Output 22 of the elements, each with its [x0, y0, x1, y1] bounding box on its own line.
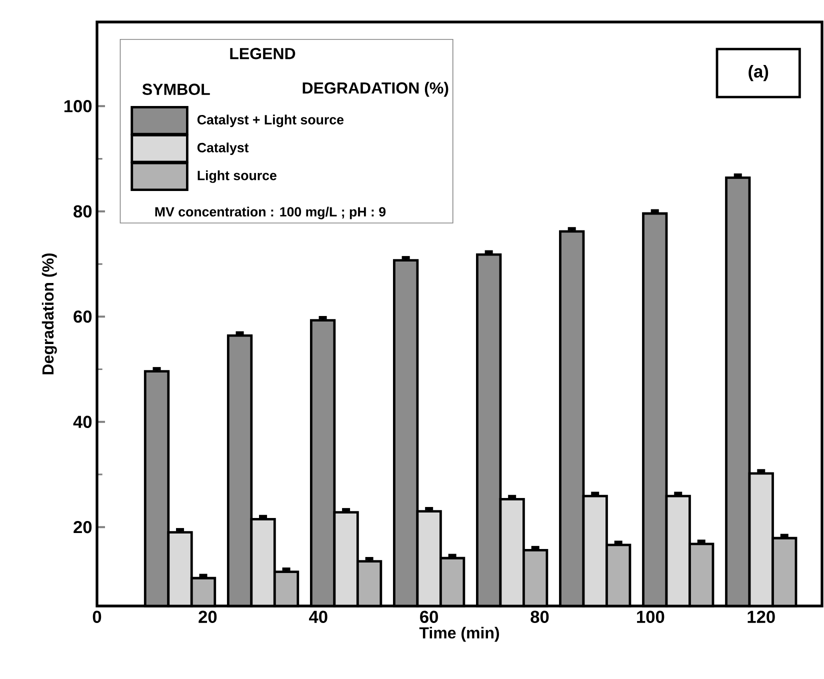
x-tick-label: 40 [309, 610, 328, 623]
x-tick-label: 60 [420, 610, 438, 623]
x-tick-label: 100 [637, 610, 664, 623]
annotation: SYMBOL [142, 84, 210, 95]
x-tick-label: 20 [198, 610, 217, 623]
y-tick-label: 60 [74, 310, 92, 323]
legend-label: Catalyst + Light source [197, 114, 344, 128]
legend-title: LEGEND [230, 48, 296, 60]
x-tick-label: 0 [92, 610, 102, 623]
x-axis-title: Time (min) [419, 626, 500, 642]
y-tick-label: 40 [73, 416, 92, 428]
y-tick-label: 80 [74, 205, 92, 218]
legend-label: Light source [198, 170, 276, 183]
annotation: MV concentration : 100 mg/L ; pH : 9 [155, 206, 386, 220]
x-tick-label: 120 [748, 610, 775, 623]
annotation: DEGRADATION (%) [302, 82, 448, 97]
y-axis-title: Degradation (%) [42, 253, 57, 374]
annotation: (a) [748, 64, 768, 82]
legend-label: Catalyst [197, 142, 249, 155]
y-tick-label: 100 [64, 100, 92, 112]
x-tick-label: 80 [530, 610, 549, 623]
y-tick-label: 20 [74, 520, 92, 534]
